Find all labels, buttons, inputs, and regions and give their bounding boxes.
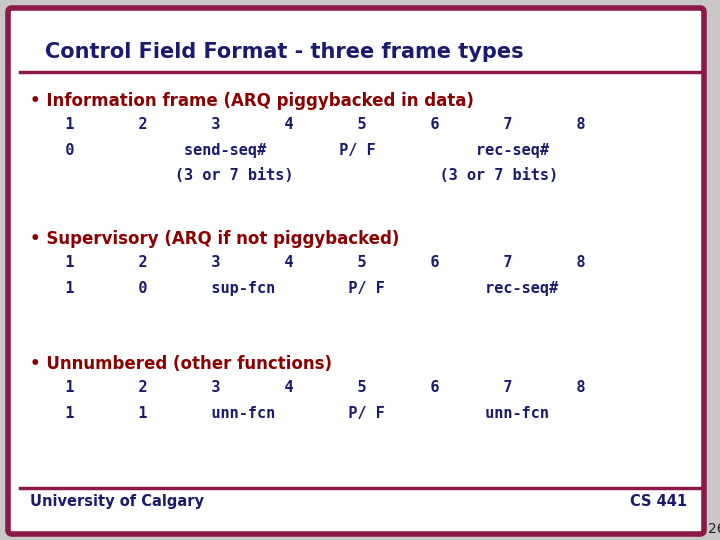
Text: 0            send-seq#        P/ F           rec-seq#: 0 send-seq# P/ F rec-seq#: [38, 143, 549, 158]
Text: (3 or 7 bits)                (3 or 7 bits): (3 or 7 bits) (3 or 7 bits): [38, 168, 558, 183]
FancyBboxPatch shape: [8, 8, 704, 534]
Text: University of Calgary: University of Calgary: [30, 494, 204, 509]
Text: • Information frame (ARQ piggybacked in data): • Information frame (ARQ piggybacked in …: [30, 92, 474, 110]
Text: • Unnumbered (other functions): • Unnumbered (other functions): [30, 355, 332, 373]
Text: 1       2       3       4       5       6       7       8: 1 2 3 4 5 6 7 8: [38, 380, 585, 395]
Text: 1       1       unn-fcn        P/ F           unn-fcn: 1 1 unn-fcn P/ F unn-fcn: [38, 406, 549, 421]
Text: 1       0       sup-fcn        P/ F           rec-seq#: 1 0 sup-fcn P/ F rec-seq#: [38, 281, 558, 295]
Text: CS 441: CS 441: [630, 494, 687, 509]
Text: Control Field Format - three frame types: Control Field Format - three frame types: [45, 42, 523, 62]
Text: 26: 26: [708, 522, 720, 536]
Text: • Supervisory (ARQ if not piggybacked): • Supervisory (ARQ if not piggybacked): [30, 230, 400, 248]
Text: 1       2       3       4       5       6       7       8: 1 2 3 4 5 6 7 8: [38, 117, 585, 132]
Text: 1       2       3       4       5       6       7       8: 1 2 3 4 5 6 7 8: [38, 255, 585, 271]
